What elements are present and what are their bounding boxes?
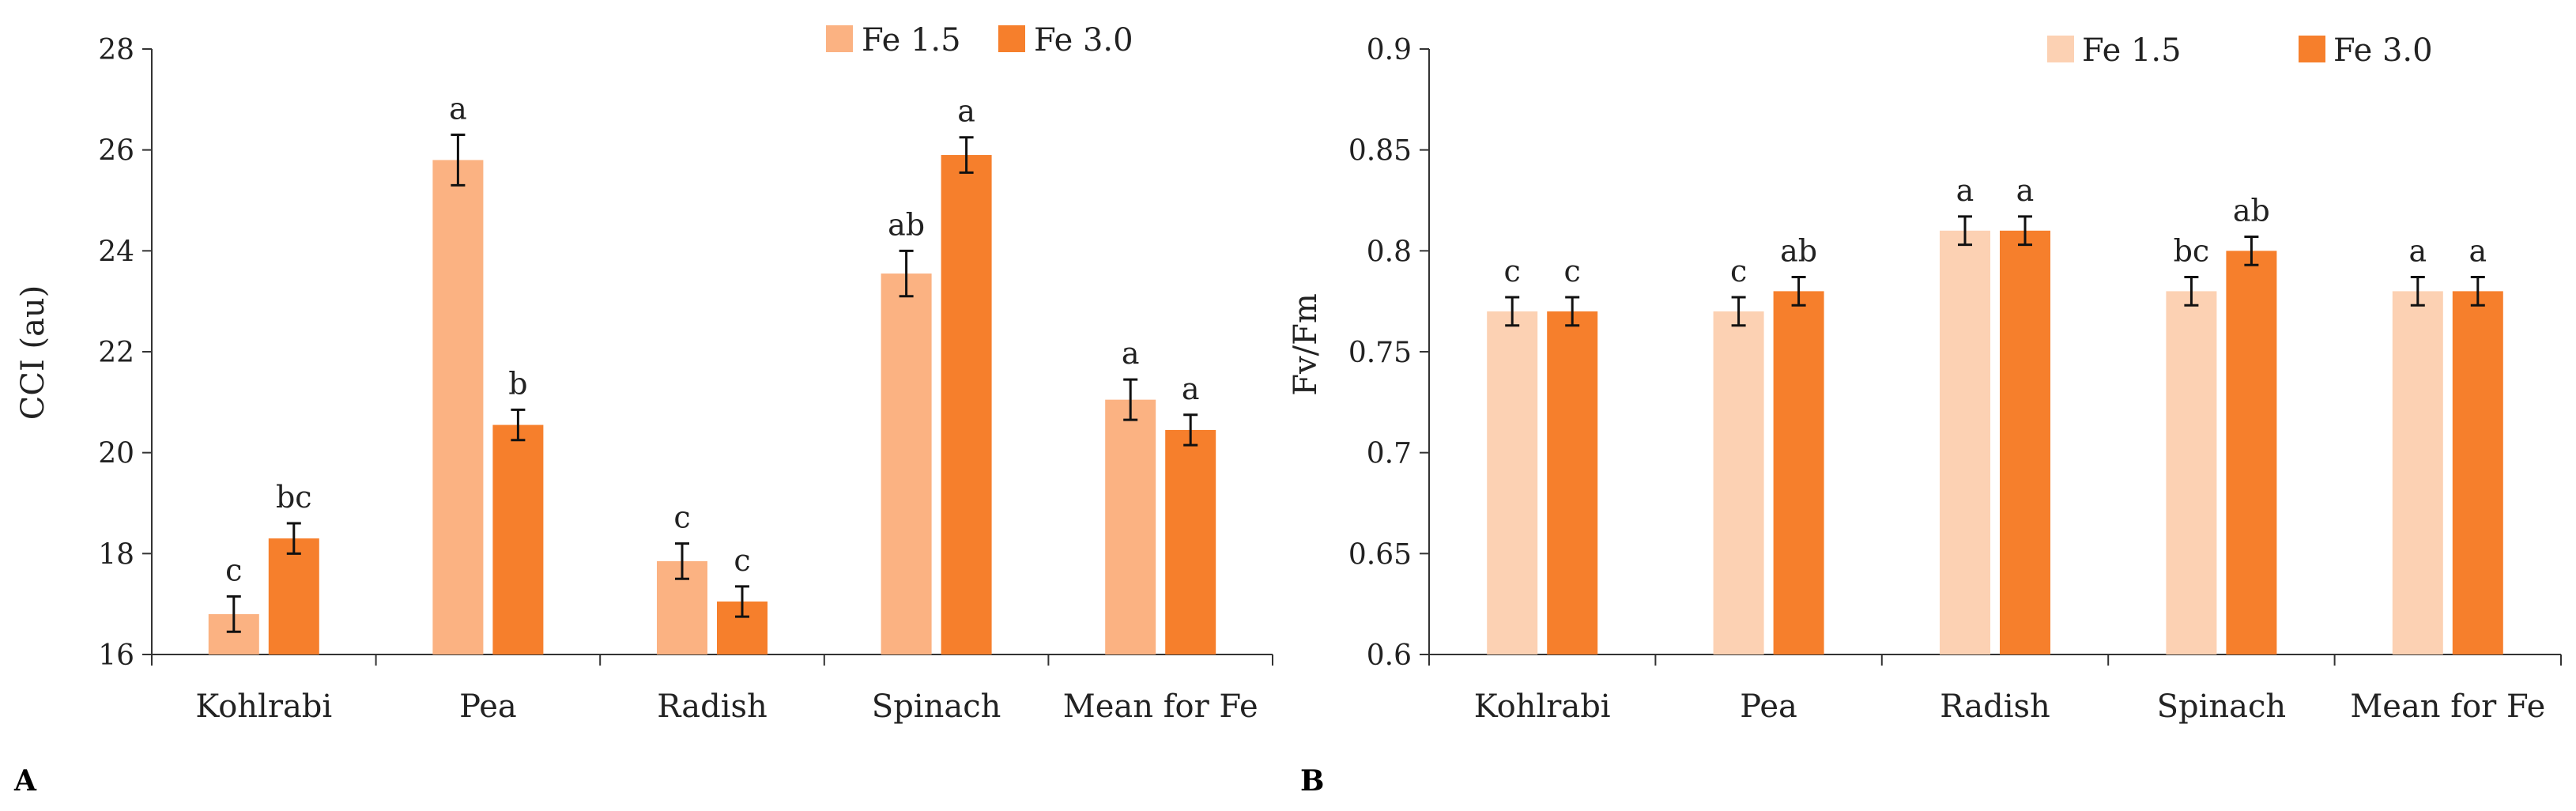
chart-b-y-tick-label: 0.8 (1367, 236, 1412, 268)
chart-b-bar-fe15 (2166, 291, 2217, 654)
chart-b-category-label: Radish (1940, 688, 2050, 725)
chart-b-category-label: Mean for Fe (2350, 688, 2545, 725)
chart-b-y-tick-label: 0.9 (1367, 34, 1412, 66)
chart-a-bar-fe15 (881, 273, 932, 654)
chart-b-significance-label: ab (1780, 234, 1817, 269)
chart-b-y-axis-title: Fv/Fm (1288, 293, 1324, 396)
chart-b-y-tick-label: 0.6 (1367, 639, 1412, 672)
chart-b-legend: Fe 1.5 Fe 3.0 (2047, 32, 2433, 69)
chart-b-legend-label-fe30: Fe 3.0 (2333, 32, 2433, 69)
chart-b-category-label: Spinach (2157, 688, 2287, 725)
chart-a-y-tick-label: 26 (98, 135, 134, 168)
chart-a-legend-swatch-fe15 (826, 25, 853, 52)
chart-b-bar-fe30 (2452, 291, 2503, 654)
chart-a-significance-label: c (225, 553, 242, 588)
chart-b-significance-label: c (1730, 254, 1747, 289)
chart-b-significance-label: c (1564, 254, 1581, 289)
chart-a-y-tick-label: 22 (98, 337, 134, 369)
chart-b-bar-fe15 (2392, 291, 2443, 654)
chart-b-y-tick-label: 0.85 (1348, 135, 1412, 168)
chart-b-panel-label: B (1300, 764, 1324, 798)
chart-a-y-tick-label: 20 (98, 438, 134, 470)
chart-b-significance-label: a (2408, 234, 2427, 269)
chart-a-bar-fe30 (268, 538, 319, 654)
chart-b-significance-label: a (2469, 234, 2487, 269)
chart-a-bar-fe30 (1165, 429, 1216, 654)
chart-a: Fe 1.5 Fe 3.0 CCI (au) 16 18 20 22 24 26 28 Koh… (13, 22, 1273, 798)
chart-a-category-label: Kohlrabi (195, 688, 332, 725)
chart-a-category-label: Radish (657, 688, 768, 725)
chart-b-legend-swatch-fe30 (2299, 36, 2325, 62)
chart-a-bar-fe30 (492, 424, 544, 654)
chart-a-bar-fe15 (1105, 399, 1156, 654)
chart-b-y-tick-label: 0.75 (1348, 337, 1412, 369)
chart-a-significance-label: c (734, 543, 750, 578)
chart-a-legend-label-fe30: Fe 3.0 (1034, 22, 1133, 58)
chart-b: Fe 1.5 Fe 3.0 Fv/Fm 0.6 0.65 0.7 0.75 0.8 0.8… (1288, 32, 2562, 798)
chart-b-bar-fe30 (1547, 311, 1598, 654)
chart-b-significance-label: a (2016, 173, 2035, 208)
chart-a-significance-label: b (508, 366, 527, 401)
chart-a-significance-label: a (449, 92, 467, 126)
chart-a-significance-label: a (1122, 336, 1140, 371)
chart-a-category-label: Pea (459, 688, 517, 725)
chart-a-plot-area: 16182022242628KohlrabicbcPeaabRadishccSp… (98, 34, 1273, 725)
chart-a-legend-swatch-fe30 (998, 25, 1025, 52)
chart-a-significance-label: bc (276, 480, 312, 515)
chart-b-bar-fe15 (1940, 230, 1990, 654)
chart-b-significance-label: a (1956, 173, 1974, 208)
chart-b-bar-fe30 (2226, 251, 2277, 654)
chart-a-y-tick-label: 28 (98, 34, 134, 66)
chart-a-category-label: Mean for Fe (1063, 688, 1258, 725)
chart-b-category-label: Kohlrabi (1474, 688, 1611, 725)
chart-b-y-tick-label: 0.65 (1348, 538, 1412, 571)
chart-b-bar-fe30 (2000, 230, 2050, 654)
chart-b-bar-fe15 (1713, 311, 1764, 654)
chart-a-bar-fe30 (941, 155, 992, 655)
chart-b-significance-label: c (1504, 254, 1521, 289)
chart-a-legend: Fe 1.5 Fe 3.0 (826, 22, 1133, 58)
chart-a-y-tick-label: 16 (98, 639, 134, 672)
chart-a-panel-label: A (13, 764, 37, 798)
chart-b-legend-swatch-fe15 (2047, 36, 2074, 62)
chart-b-significance-label: ab (2233, 193, 2270, 228)
chart-a-y-tick-label: 24 (98, 236, 134, 268)
chart-b-y-tick-label: 0.7 (1367, 438, 1412, 470)
chart-a-y-axis-title: CCI (au) (15, 285, 51, 421)
chart-b-bar-fe30 (1773, 291, 1824, 654)
chart-a-significance-label: a (957, 94, 975, 129)
chart-a-significance-label: c (673, 500, 690, 535)
chart-a-significance-label: ab (888, 207, 925, 242)
chart-b-legend-label-fe15: Fe 1.5 (2082, 32, 2182, 69)
chart-b-bar-fe15 (1487, 311, 1538, 654)
chart-a-category-label: Spinach (872, 688, 1001, 725)
chart-b-category-label: Pea (1740, 688, 1797, 725)
chart-a-significance-label: a (1182, 372, 1200, 406)
chart-a-y-tick-label: 18 (98, 538, 134, 571)
chart-b-significance-label: bc (2174, 234, 2210, 269)
chart-a-legend-label-fe15: Fe 1.5 (862, 22, 961, 58)
chart-a-bar-fe15 (432, 160, 484, 654)
